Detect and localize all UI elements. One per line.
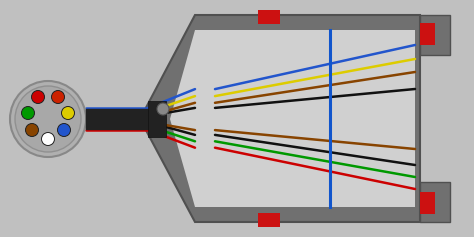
Polygon shape — [170, 30, 415, 207]
Circle shape — [31, 91, 45, 104]
Bar — [258, 213, 280, 227]
Polygon shape — [140, 15, 420, 222]
Circle shape — [42, 132, 55, 146]
Circle shape — [15, 86, 81, 152]
Circle shape — [57, 123, 71, 137]
Circle shape — [26, 123, 38, 137]
Bar — [148, 101, 166, 137]
Circle shape — [21, 106, 35, 119]
Bar — [420, 182, 450, 222]
Circle shape — [10, 81, 86, 157]
Bar — [420, 192, 435, 214]
Bar — [258, 10, 280, 24]
Circle shape — [62, 106, 74, 119]
Circle shape — [52, 91, 64, 104]
Bar — [420, 23, 435, 45]
Bar — [420, 15, 450, 55]
Circle shape — [157, 103, 169, 115]
